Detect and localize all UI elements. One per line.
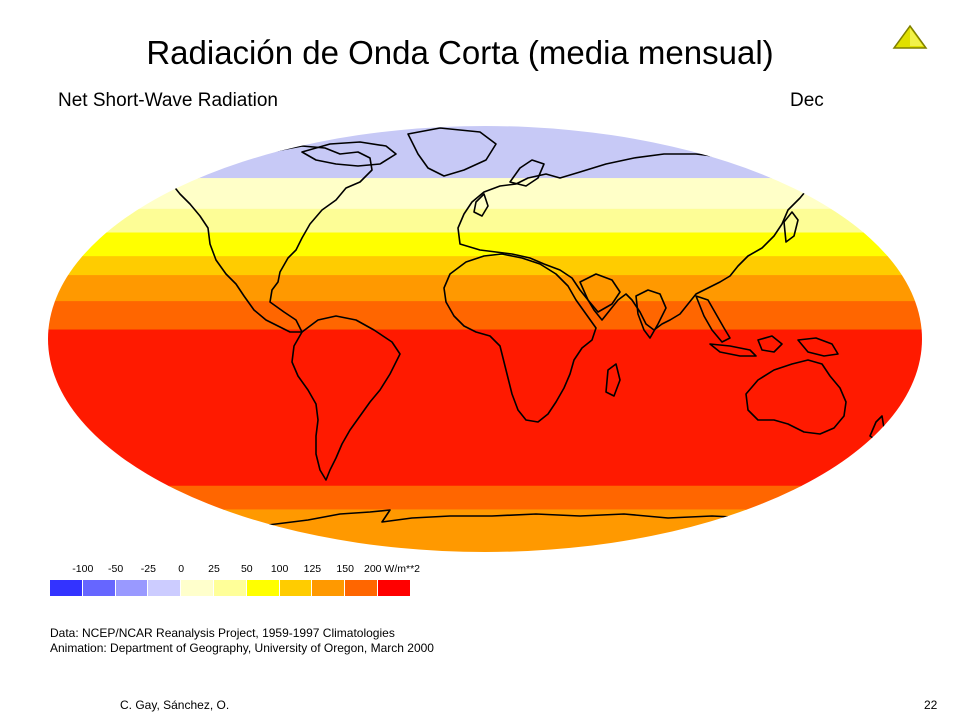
japan-outline [783,211,799,243]
credits-data-line: Data: NCEP/NCAR Reanalysis Project, 1959… [50,626,395,640]
credits-animation-line: Animation: Department of Geography, Univ… [50,641,434,655]
legend-tick-label: 200 W/m**2 [364,563,421,575]
legend-tick-label: -100 [72,563,94,575]
legend-swatch [312,580,346,596]
legend-tick-label: 50 [240,563,253,575]
legend-tick-label: 150 [336,563,354,575]
legend-color-bar [50,580,411,596]
legend-tick-label: 125 [303,563,322,575]
legend-tick-label: -50 [108,563,124,575]
legend-tick-label: 0 [178,563,185,575]
greenland-outline [407,127,497,177]
legend-swatch [377,580,411,596]
legend-swatch [82,580,116,596]
india-outline [635,289,667,339]
legend-tick-label: 25 [208,563,220,575]
credits: Data: NCEP/NCAR Reanalysis Project, 1959… [50,626,434,656]
indonesia-outline-2 [757,335,783,353]
legend-tick-label: -25 [140,563,156,575]
radiation-band-3 [48,232,922,257]
radiation-band-0 [48,126,922,179]
radiation-band-5 [48,275,922,302]
legend-swatch [115,580,149,596]
uk-outline [473,193,489,217]
africa-outline [443,253,597,423]
new-guinea-outline [797,337,839,357]
indonesia-outline-1 [709,343,757,357]
arctic-islands-outline [301,141,397,167]
radiation-band-8 [48,485,922,510]
slide-title: Radiación de Onda Corta (media mensual) [146,34,774,71]
legend-swatch [279,580,313,596]
radiation-band-6 [48,301,922,331]
radiation-map [48,126,922,552]
legend-swatch [181,580,214,596]
legend-swatch [345,580,378,596]
continent-outlines [159,127,885,539]
legend-tick-labels: -100 -50 -25 0 25 50 100 125 150 200 W/m**2 [50,563,430,579]
radiation-band-1 [48,178,922,210]
author-footer: C. Gay, Sánchez, O. [120,698,230,712]
legend-swatch [246,580,280,596]
radiation-bands [48,126,922,552]
month-label: Dec [790,90,824,111]
southeast-asia-outline [695,295,731,343]
page-number: 22 [924,698,938,712]
triangle-up-icon[interactable] [892,24,928,52]
australia-outline [745,359,847,435]
legend-swatch [213,580,247,596]
map-title: Net Short-Wave Radiation [58,90,279,111]
radiation-band-4 [48,256,922,276]
legend-swatch [148,580,182,596]
radiation-band-2 [48,208,922,234]
arabia-outline [579,273,621,313]
legend-tick-label: 100 [270,563,289,575]
madagascar-outline [605,363,621,397]
scandinavia-outline [509,159,545,187]
north-america-outline [169,145,373,333]
south-america-outline [291,315,401,481]
legend-swatch [50,580,83,596]
radiation-band-7 [48,329,922,487]
